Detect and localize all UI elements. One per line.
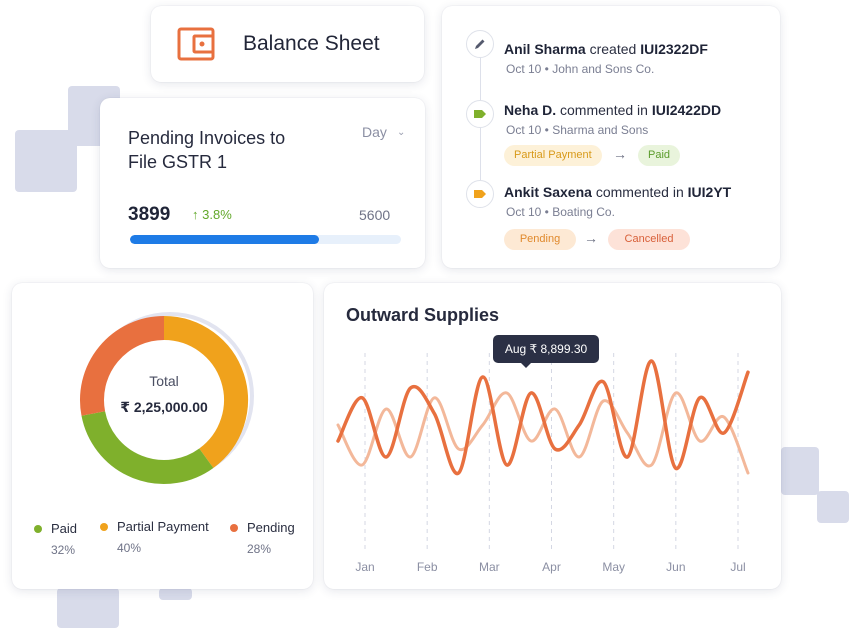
decor-shape	[15, 130, 77, 192]
activity-item[interactable]: Ankit Saxena commented in IUI2YT	[504, 184, 732, 200]
donut-total-value: ₹ 2,25,000.00	[120, 399, 208, 415]
activity-meta: Oct 10 • Sharma and Sons	[506, 123, 649, 137]
x-tick-label: Mar	[479, 560, 500, 574]
period-dropdown[interactable]: Day	[362, 124, 387, 140]
change-indicator: ↑ 3.8%	[192, 207, 232, 222]
pending-invoices-card: Pending Invoices to File GSTR 1 Day ⌄ 38…	[100, 98, 425, 268]
chart-tooltip: Aug ₹ 8,899.30	[493, 335, 599, 368]
progress-fill	[130, 235, 319, 244]
legend-label: Partial Payment	[117, 519, 209, 534]
donut-slice-partial-payment[interactable]	[163, 316, 248, 468]
tag-icon	[466, 100, 494, 128]
status-badge: Partial Payment	[504, 145, 602, 166]
x-tick-label: Apr	[542, 560, 561, 574]
outward-supplies-title: Outward Supplies	[346, 305, 500, 325]
tag-icon	[466, 180, 494, 208]
status-badge: Paid	[638, 145, 681, 166]
line-chart: Jan Feb Mar Apr May Jun Jul	[336, 353, 750, 574]
x-tick-label: Jan	[355, 560, 374, 574]
decor-shape	[159, 588, 192, 600]
x-tick-label: May	[602, 560, 625, 574]
payment-status-card: Total ₹ 2,25,000.00 Paid 32% Partial Pay…	[12, 283, 313, 589]
x-tick-label: Feb	[417, 560, 438, 574]
progress-bar	[130, 235, 401, 244]
legend-label: Pending	[247, 520, 295, 535]
arrow-right-icon: →	[613, 146, 627, 162]
pending-invoices-value: 3899	[128, 204, 171, 225]
pencil-icon	[466, 30, 494, 58]
activity-meta: Oct 10 • Boating Co.	[506, 205, 615, 219]
activity-meta: Oct 10 • John and Sons Co.	[506, 62, 655, 76]
legend-dot	[34, 525, 42, 533]
legend-dot	[230, 524, 238, 532]
donut-slice-pending[interactable]	[80, 316, 165, 416]
legend-pct: 32%	[51, 543, 76, 557]
series-line-primary[interactable]	[336, 359, 750, 475]
activity-item[interactable]: Anil Sharma created IUI2322DF	[504, 41, 708, 57]
donut-total-label: Total	[149, 373, 179, 389]
chevron-down-icon[interactable]: ⌄	[397, 127, 406, 138]
legend-pct: 28%	[247, 542, 272, 556]
x-tick-label: Jun	[666, 560, 685, 574]
donut-chart	[80, 312, 254, 484]
pending-invoices-title: Pending Invoices to File GSTR 1	[128, 128, 286, 172]
decor-shape	[781, 447, 819, 495]
change-value: 3.8%	[202, 207, 232, 222]
activity-card: Anil Sharma created IUI2322DF Oct 10 • J…	[442, 6, 780, 268]
status-badge: Pending	[504, 229, 576, 250]
outward-supplies-card: Outward Supplies Jan Feb Mar Apr May Jun Jul A…	[324, 283, 781, 589]
pending-invoices-target: 5600	[359, 207, 391, 223]
legend-label: Paid	[51, 521, 78, 536]
series-line-secondary[interactable]	[336, 391, 750, 475]
balance-sheet-card[interactable]: Balance Sheet	[151, 6, 424, 82]
decor-shape	[57, 588, 119, 628]
arrow-right-icon: →	[584, 230, 598, 246]
balance-sheet-title: Balance Sheet	[243, 32, 380, 55]
legend-dot	[100, 523, 108, 531]
decor-shape	[817, 491, 849, 523]
status-badge: Cancelled	[608, 229, 690, 250]
x-tick-label: Jul	[730, 560, 745, 574]
donut-slice-paid[interactable]	[81, 410, 214, 484]
activity-item[interactable]: Neha D. commented in IUI2422DD	[504, 102, 722, 118]
legend-pct: 40%	[117, 541, 142, 555]
wallet-icon	[177, 27, 215, 61]
arrow-up-icon: ↑	[192, 207, 199, 222]
